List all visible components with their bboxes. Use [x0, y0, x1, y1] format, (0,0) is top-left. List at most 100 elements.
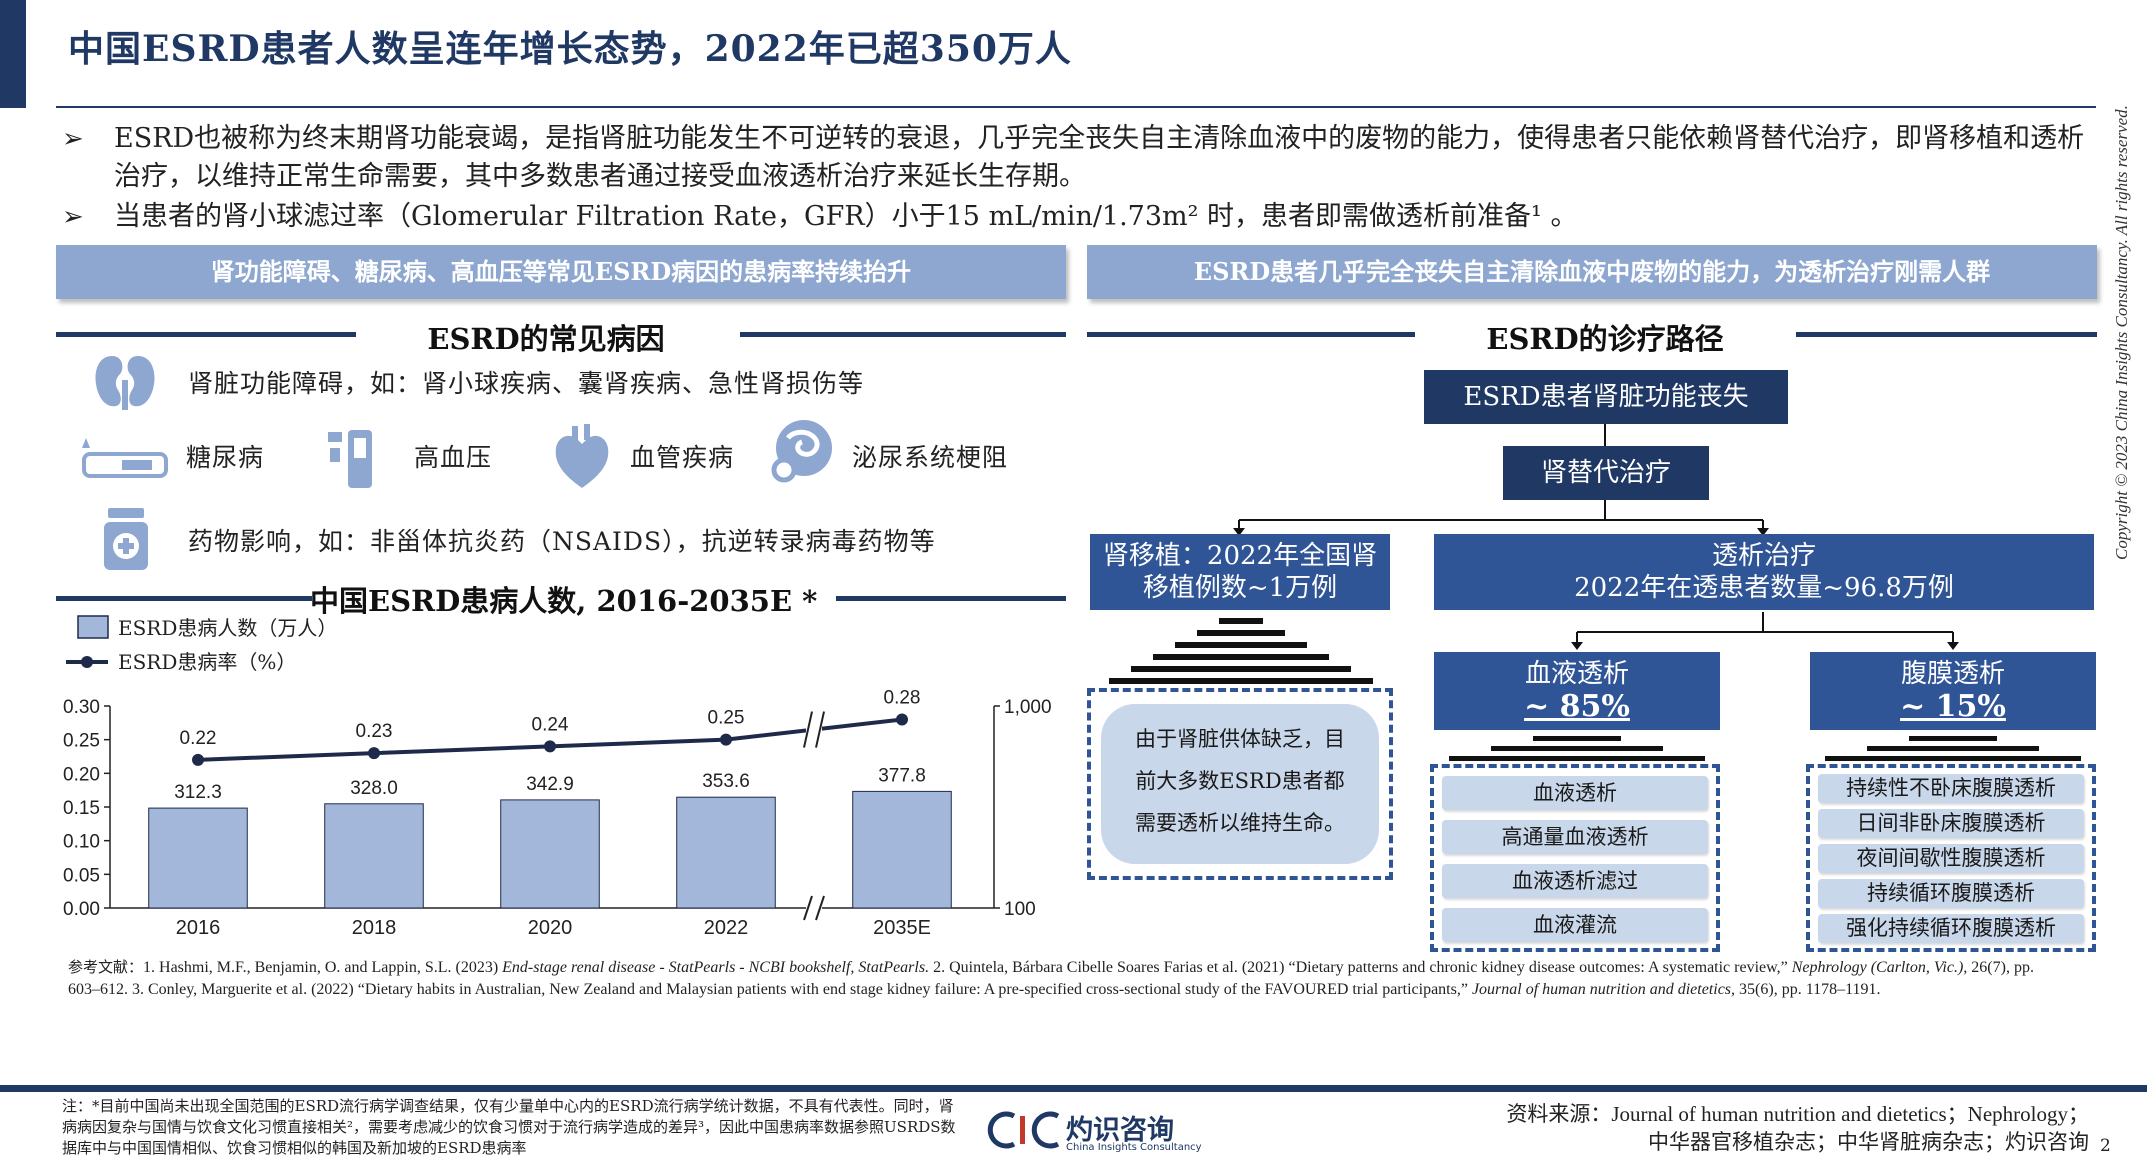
cause-kidney: 肾脏功能障碍，如：肾小球疾病、囊肾疾病、急性肾损伤等	[188, 369, 865, 398]
rate-value-label: 0.28	[884, 687, 921, 708]
hemo-item: 血液灌流	[1442, 908, 1708, 942]
bar	[676, 796, 776, 909]
bullet-2: ➢ 当患者的肾小球滤过率（Glomerular Filtration Rate，…	[62, 198, 2092, 236]
path-replacement-box: 肾替代治疗	[1503, 446, 1709, 500]
source-line-2: 中华器官移植杂志；中华肾脏病杂志；灼识咨询	[1648, 1130, 2089, 1154]
category-label: 2018	[352, 917, 397, 939]
dialysis-line1: 透析治疗	[1711, 541, 1816, 571]
axis-break-mark	[815, 895, 825, 921]
bar	[148, 807, 248, 909]
transplant-line1: 肾移植：2022年全国肾	[1102, 541, 1378, 571]
transplant-stripe-triangle	[1109, 618, 1373, 684]
legend-line-label: ESRD患病率（%）	[118, 650, 296, 674]
cause-hypertension: 高血压	[414, 443, 493, 472]
bullet-text: 当患者的肾小球滤过率（Glomerular Filtration Rate，GF…	[114, 201, 1578, 232]
axis-break-mark	[803, 895, 813, 921]
hemo-item: 高通量血液透析	[1442, 820, 1708, 854]
right-band: ESRD患者几乎完全丧失自主清除血液中废物的能力，为透析治疗刚需人群	[1087, 245, 2097, 299]
ref-2: 2. Quintela, Bárbara Cibelle Soares Fari…	[929, 959, 1792, 976]
left-tick-label: 0.00	[63, 899, 100, 920]
legend-line-marker	[81, 656, 93, 668]
peritoneal-item: 夜间间歇性腹膜透析	[1818, 844, 2084, 873]
path-peritoneal-box: 腹膜透析 ~ 15%	[1810, 652, 2096, 730]
left-tick-label: 0.30	[63, 697, 100, 718]
blood-pressure-icon	[328, 430, 372, 488]
peritoneal-pct: ~ 15%	[1900, 689, 2006, 724]
peritoneal-item: 持续性不卧床腹膜透析	[1818, 774, 2084, 803]
chart-heading: 中国ESRD患病人数, 2016-2035E *	[310, 584, 818, 618]
pathway-connectors	[1109, 424, 2081, 761]
cause-drug: 药物影响，如：非甾体抗炎药（NSAIDS），抗逆转录病毒药物等	[188, 527, 936, 556]
hemo-item: 血液透析滤过	[1442, 864, 1708, 898]
cause-urinary: 泌尿系统梗阻	[852, 443, 1009, 472]
urinary-system-icon	[771, 420, 832, 483]
references-label: 参考文献：	[68, 958, 144, 976]
causes-rule-right	[740, 332, 1066, 337]
rate-value-label: 0.25	[708, 708, 745, 729]
logo-mark-icon	[987, 1111, 1060, 1149]
line-break-mark	[803, 711, 813, 748]
hemo-label: 血液透析	[1524, 659, 1629, 689]
rate-point	[544, 740, 556, 753]
peritoneal-item: 日间非卧床腹膜透析	[1818, 809, 2084, 838]
ref-1: 1. Hashmi, M.F., Benjamin, O. and Lappin…	[143, 959, 503, 976]
bar	[324, 803, 424, 909]
references: 参考文献：1. Hashmi, M.F., Benjamin, O. and L…	[68, 956, 2058, 1001]
title-rule	[56, 106, 2096, 108]
hemo-stripe-triangle	[1449, 736, 1705, 761]
category-label: 2022	[704, 917, 749, 939]
cause-vascular: 血管疾病	[630, 443, 735, 472]
ref-2-3: 26(7), pp. 603–612. 3. Conley, Marguerit…	[68, 959, 2034, 998]
legend-bar-label: ESRD患病人数（万人）	[118, 616, 337, 640]
shortage-note: 由于肾脏供体缺乏，目 前大多数ESRD患者都 需要透析以维持生命。	[1101, 704, 1379, 864]
cause-diabetes: 糖尿病	[186, 443, 265, 472]
peritoneal-items-box: 持续性不卧床腹膜透析 日间非卧床腹膜透析 夜间间歇性腹膜透析 持续循环腹膜透析 …	[1806, 764, 2096, 952]
left-tick-label: 0.20	[63, 764, 100, 785]
bar	[852, 790, 952, 909]
bar-value-label: 377.8	[878, 765, 926, 786]
shortage-line2: 前大多数ESRD患者都	[1135, 769, 1345, 793]
path-dialysis-box: 透析治疗 2022年在透患者数量~96.8万例	[1434, 534, 2094, 610]
bullet-text: ESRD也被称为终末期肾功能衰竭，是指肾脏功能发生不可逆转的衰退，几乎完全丧失自…	[114, 123, 2085, 192]
kidney-icon	[95, 356, 155, 410]
hemo-item: 血液透析	[1442, 776, 1708, 810]
hemo-pct: ~ 85%	[1524, 689, 1630, 724]
ref-2-journal: Nephrology (Carlton, Vic.),	[1791, 959, 1968, 976]
bar-value-label: 312.3	[174, 782, 222, 803]
bar-value-label: 342.9	[526, 774, 574, 795]
ref-3-end: 35(6), pp. 1178–1191.	[1735, 981, 1881, 998]
footnote: 注：*目前中国尚未出现全国范围的ESRD流行病学调查结果，仅有少量单中心内的ES…	[62, 1097, 956, 1157]
page-number: 2	[2100, 1136, 2111, 1156]
bullet-arrow-icon: ➢	[62, 202, 84, 232]
footer-rule	[0, 1085, 2147, 1092]
left-band: 肾功能障碍、糖尿病、高血压等常见ESRD病因的患病率持续抬升	[56, 245, 1066, 299]
left-tick-label: 0.05	[63, 865, 100, 886]
causes-rule-left	[56, 332, 356, 337]
rate-point	[896, 713, 908, 726]
transplant-line2: 移植例数~1万例	[1142, 573, 1338, 603]
copyright: Copyright © 2023 China Insights Consulta…	[2112, 105, 2131, 560]
left-tick-label: 0.10	[63, 832, 100, 853]
logo-name: 灼识咨询	[1066, 1115, 1174, 1146]
category-label: 2035E	[873, 917, 931, 939]
left-tick-label: 0.25	[63, 731, 100, 752]
medicine-bottle-icon	[104, 508, 148, 570]
pathway-heading: ESRD的诊疗路径	[1486, 322, 1724, 356]
glucose-meter-icon	[82, 438, 168, 478]
source: 资料来源：Journal of human nutrition and diet…	[1506, 1100, 2089, 1156]
rate-point	[192, 753, 204, 766]
rate-value-label: 0.22	[180, 728, 217, 749]
line-break-mark	[815, 711, 825, 748]
peritoneal-item: 强化持续循环腹膜透析	[1818, 914, 2084, 943]
category-label: 2016	[176, 917, 221, 939]
dialysis-line2: 2022年在透患者数量~96.8万例	[1574, 573, 1954, 603]
rate-point	[368, 747, 380, 760]
logo: 灼识咨询 China Insights Consultancy	[984, 1108, 1202, 1156]
category-label: 2020	[528, 917, 573, 939]
peritoneal-stripe-triangle	[1825, 736, 2081, 761]
chart-rule-left	[56, 596, 312, 601]
logo-sub: China Insights Consultancy	[1066, 1142, 1202, 1153]
ref-1-title: End-stage renal disease - StatPearls - N…	[502, 959, 930, 976]
bar	[500, 799, 600, 909]
chart-rule-right	[836, 596, 1066, 601]
